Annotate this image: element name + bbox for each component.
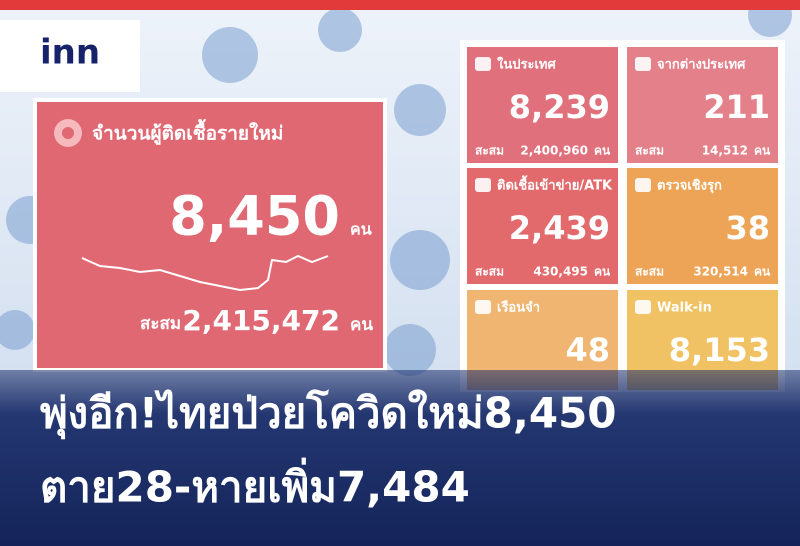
card-icon <box>475 300 491 314</box>
card-value: 8,153 <box>669 331 770 369</box>
main-unit: คน <box>350 220 372 239</box>
card-value: 38 <box>725 209 770 247</box>
main-title: จำนวนผู้ติดเชื้อรายใหม่ <box>92 119 283 146</box>
card-title: ติดเชื้อเข้าข่าย/ATK <box>497 175 613 194</box>
card-cumulative-value: 14,512 <box>702 144 748 158</box>
card-title: Walk-in <box>657 301 712 316</box>
stat-card <box>627 168 778 284</box>
main-cumulative-value: 2,415,472 <box>182 304 340 337</box>
main-cumulative-label: สะสม <box>140 314 181 334</box>
card-cumulative-label: สะสม <box>475 144 504 158</box>
card-icon <box>475 57 491 71</box>
top-stripe <box>0 0 800 10</box>
main-card <box>37 102 383 368</box>
logo-box <box>0 20 140 92</box>
card-title: ในประเทศ <box>497 56 556 73</box>
card-cumulative-label: สะสม <box>475 265 504 279</box>
headline-line: ตาย28-หายเพิ่ม7,484 <box>40 458 470 512</box>
card-title: จากต่างประเทศ <box>657 58 746 73</box>
card-icon <box>475 178 491 192</box>
trend-line <box>81 254 329 292</box>
card-value: 8,239 <box>509 88 610 126</box>
card-value: 2,439 <box>509 209 610 247</box>
card-cumulative-value: 2,400,960 <box>520 144 588 158</box>
card-icon <box>635 178 651 192</box>
stat-card <box>627 47 778 163</box>
card-cumulative-label: สะสม <box>635 265 664 279</box>
virus-icon <box>54 119 82 147</box>
card-title: ตรวจเชิงรุก <box>657 179 722 194</box>
stat-card <box>467 168 618 284</box>
card-cumulative-unit: คน <box>754 265 771 279</box>
main-cumulative-unit: คน <box>350 315 373 335</box>
card-value: 48 <box>565 331 610 369</box>
card-title: เรือนจำ <box>497 300 540 316</box>
card-cumulative-label: สะสม <box>635 144 664 158</box>
card-icon <box>635 57 651 71</box>
logo: inn <box>40 33 100 73</box>
card-value: 211 <box>703 88 770 126</box>
headline-line: พุ่งอีก!ไทยป่วยโควิดใหม่8,450 <box>40 389 617 440</box>
card-icon <box>635 300 651 314</box>
card-cumulative-unit: คน <box>594 144 611 158</box>
main-value: 8,450 <box>169 185 340 248</box>
stat-card <box>467 47 618 163</box>
card-cumulative-unit: คน <box>594 265 611 279</box>
card-cumulative-value: 320,514 <box>693 265 748 279</box>
headline-band <box>0 370 800 546</box>
card-cumulative-unit: คน <box>754 144 771 158</box>
card-cumulative-value: 430,495 <box>533 265 588 279</box>
